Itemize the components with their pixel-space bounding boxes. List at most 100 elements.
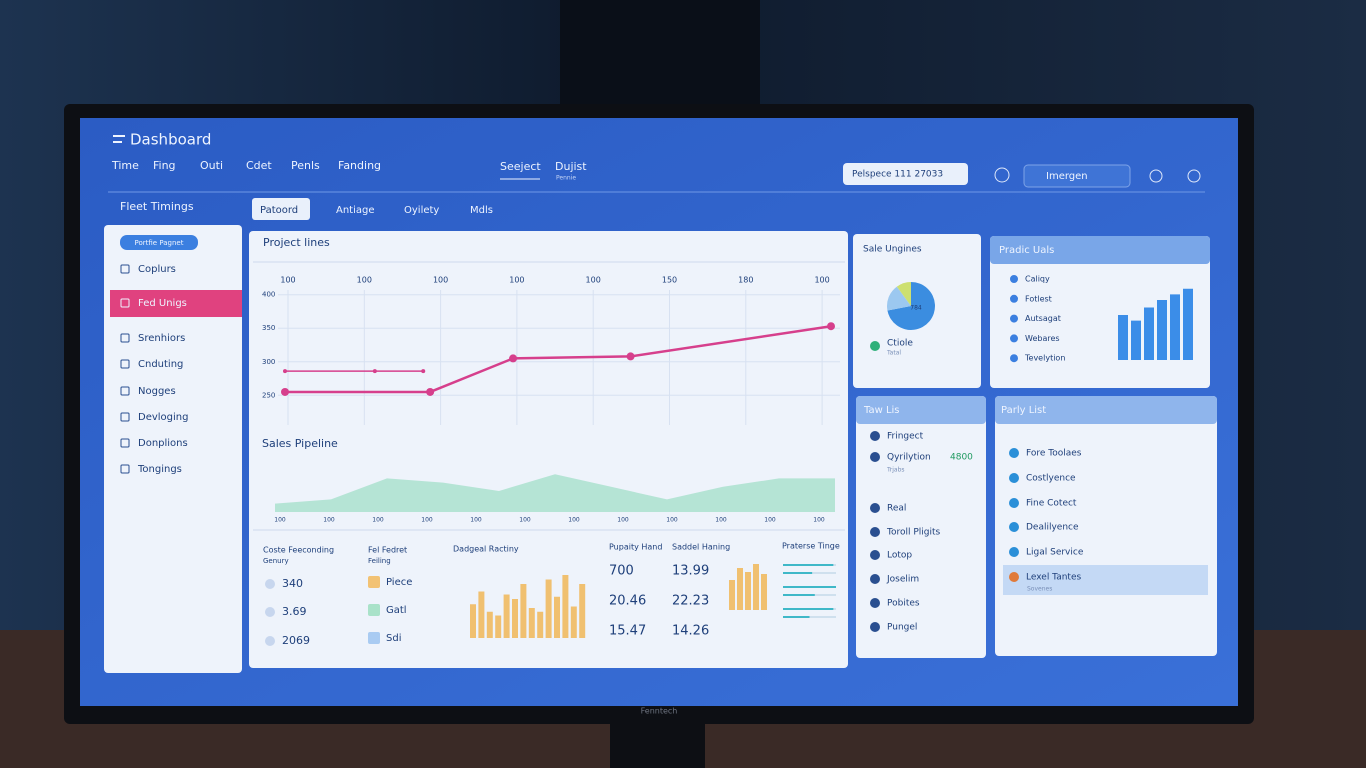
x-tick-label: 100 <box>519 517 531 524</box>
nav-item[interactable]: Fanding <box>338 159 381 172</box>
bar <box>737 568 743 610</box>
icon[interactable] <box>1187 169 1201 183</box>
x-tick-label: 100 <box>764 517 776 524</box>
list-item[interactable]: Qyrilytion <box>887 453 931 463</box>
sidebar-item[interactable]: Nogges <box>138 386 176 397</box>
list-item[interactable]: Joselim <box>886 575 919 585</box>
column-title: Pupaity Hand <box>609 543 662 552</box>
y-tick-label: 350 <box>262 324 275 332</box>
sidebar-item[interactable]: Fed Unigs <box>138 298 187 309</box>
legend-label: Ctiole <box>887 339 913 349</box>
panel <box>856 396 986 658</box>
x-tick-label: 100 <box>617 517 629 524</box>
panel-title: Sale Ungines <box>863 245 922 255</box>
button-label: Imergen <box>1046 171 1088 182</box>
item-icon <box>870 431 880 441</box>
sidebar-item[interactable]: Devloging <box>138 412 188 423</box>
area <box>275 474 835 512</box>
tab[interactable]: Dujist <box>555 160 587 173</box>
bar <box>503 594 510 638</box>
bar <box>528 608 535 638</box>
column-title: Dadgeal Ractiny <box>453 545 519 554</box>
tab[interactable]: Seeject <box>500 160 541 173</box>
y-tick-label: 250 <box>262 391 275 399</box>
sidebar <box>104 225 242 673</box>
list-item[interactable]: Costlyence <box>1026 474 1076 484</box>
x-tick-label: 150 <box>662 276 677 285</box>
column-title: Coste Feeconding <box>263 546 334 555</box>
search-box[interactable] <box>843 163 968 185</box>
dropdown-label[interactable]: Fleet Timings <box>120 200 194 213</box>
bar <box>1183 288 1193 360</box>
list-item[interactable]: Fore Toolaes <box>1026 449 1082 459</box>
pie-slice <box>887 282 936 330</box>
item-icon <box>120 464 130 474</box>
point <box>281 387 289 396</box>
list-item[interactable]: Pungel <box>887 623 917 633</box>
bar <box>478 591 485 638</box>
nav-item[interactable]: Outi <box>200 159 223 172</box>
panel-header <box>856 396 986 424</box>
toolbar-tab[interactable]: Mdls <box>470 205 493 216</box>
x-tick-label: 100 <box>274 517 286 524</box>
sidebar-item[interactable]: Tongings <box>137 464 182 475</box>
menu-icon <box>113 135 125 137</box>
x-tick-label: 100 <box>715 517 727 524</box>
nav-item[interactable]: Penls <box>291 159 320 172</box>
pie-slice <box>887 286 911 311</box>
toolbar-tab[interactable]: Oyilety <box>404 205 439 216</box>
sidebar-item[interactable]: Cnduting <box>138 359 183 370</box>
sidebar-item[interactable]: Donplions <box>138 438 188 449</box>
x-tick-label: 180 <box>738 276 753 285</box>
pie-label: 784 <box>910 305 922 312</box>
icon[interactable] <box>994 167 1010 183</box>
item-icon <box>120 333 130 343</box>
list-item[interactable]: Lexel Tantes <box>1026 573 1081 583</box>
item-icon <box>870 598 880 608</box>
list-item[interactable]: Toroll Pligits <box>886 528 941 538</box>
bar <box>753 564 759 610</box>
y-tick-label: 400 <box>262 291 275 299</box>
y-tick-label: 300 <box>262 358 275 366</box>
x-tick-label: 100 <box>470 517 482 524</box>
list-item[interactable]: Dealilyence <box>1026 523 1079 533</box>
toolbar-tab[interactable]: Patoord <box>260 205 298 216</box>
item-icon <box>1010 314 1018 323</box>
item-icon <box>1010 354 1018 363</box>
list-item[interactable]: Fringect <box>887 432 924 442</box>
x-tick-label: 100 <box>814 276 829 285</box>
point <box>626 352 635 361</box>
bar <box>554 596 560 638</box>
item-icon <box>120 386 130 396</box>
row-icon <box>265 636 275 646</box>
value: 700 <box>609 564 634 579</box>
item-icon <box>1009 547 1019 557</box>
icon[interactable] <box>1149 169 1163 183</box>
nav-item[interactable]: Fing <box>153 159 176 172</box>
active-tab[interactable] <box>252 198 310 220</box>
list-item: Fotlest <box>1025 294 1052 303</box>
row-label: Gatl <box>386 605 407 616</box>
item-note: Trjabs <box>886 467 905 474</box>
item-icon <box>120 412 130 422</box>
column-subtitle: Genury <box>263 557 289 565</box>
list-item[interactable]: Real <box>887 504 906 514</box>
list-item[interactable]: Fine Cotect <box>1026 499 1077 509</box>
sidebar-item[interactable]: Srenhiors <box>138 333 185 344</box>
toolbar-tab[interactable]: Antiage <box>336 205 375 216</box>
list-item[interactable]: Pobites <box>887 599 920 609</box>
x-tick-label: 100 <box>666 517 678 524</box>
item-icon <box>120 298 130 308</box>
list-item[interactable]: Ligal Service <box>1026 548 1084 558</box>
item-icon <box>1010 294 1018 303</box>
item-icon <box>1010 334 1018 343</box>
nav-item[interactable]: Time <box>111 159 139 172</box>
button[interactable] <box>1023 164 1131 188</box>
list-item: Autsagat <box>1025 314 1061 323</box>
sidebar-item[interactable]: Coplurs <box>138 264 176 275</box>
x-tick-label: 100 <box>372 517 384 524</box>
nav-item[interactable]: Cdet <box>246 159 272 172</box>
list-item[interactable]: Lotop <box>887 551 912 561</box>
bar <box>537 611 544 638</box>
legend-icon <box>870 341 880 351</box>
